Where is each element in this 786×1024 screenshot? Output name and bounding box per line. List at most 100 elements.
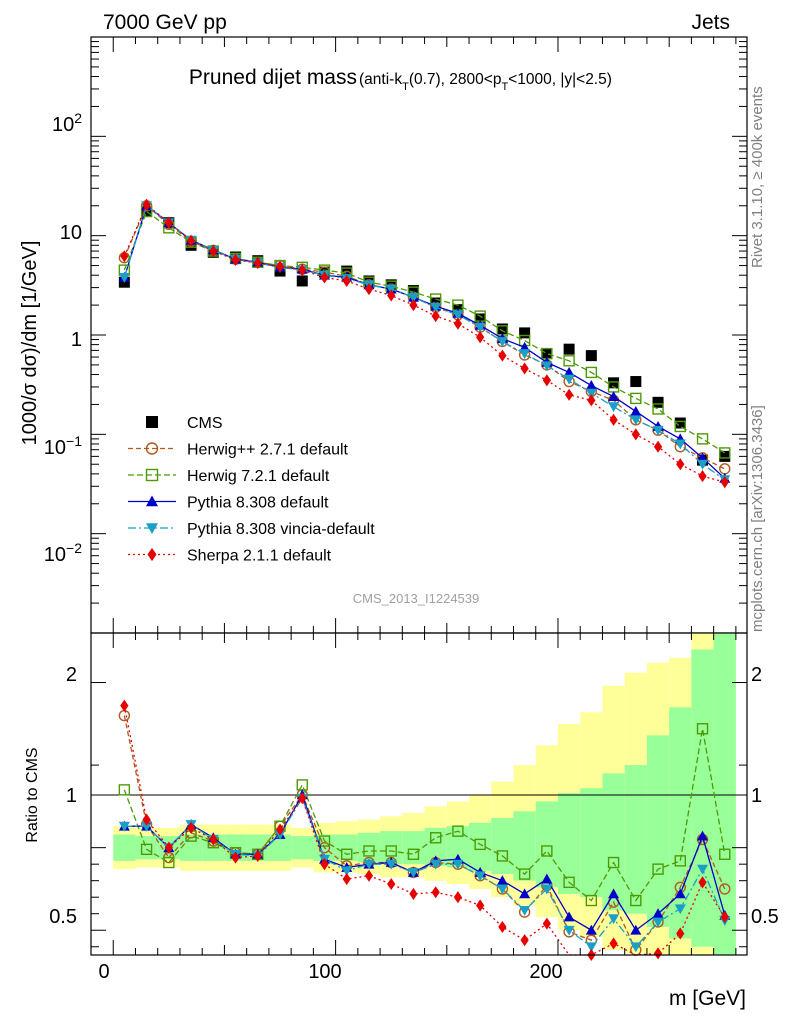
green-band xyxy=(135,836,158,860)
data-point xyxy=(541,361,553,372)
data-point xyxy=(519,888,531,899)
main-y-ticks xyxy=(91,37,747,634)
data-point xyxy=(141,206,153,218)
data-point xyxy=(698,470,707,483)
data-point xyxy=(609,937,618,950)
series-herwig-7-2-1-default xyxy=(118,723,731,907)
legend-label: Sherpa 2.1.1 default xyxy=(187,548,332,565)
data-point xyxy=(609,413,618,426)
legend-label: Pythia 8.308 vincia-default xyxy=(187,521,375,538)
data-point xyxy=(719,848,731,860)
data-point xyxy=(496,323,508,335)
data-point xyxy=(674,904,686,915)
series-line xyxy=(124,793,726,932)
data-point xyxy=(498,920,507,933)
y-tick-label: 0.5 xyxy=(49,906,77,928)
green-band xyxy=(646,735,670,927)
x-tick-label: 0 xyxy=(98,961,109,983)
green-band xyxy=(268,834,292,861)
data-point xyxy=(209,833,218,846)
data-point xyxy=(363,845,375,857)
data-point xyxy=(318,835,331,847)
x-axis-label: m [GeV] xyxy=(669,987,746,1010)
data-point xyxy=(519,906,531,916)
legend-label: Herwig++ 2.7.1 default xyxy=(187,442,349,459)
legend-label: CMS xyxy=(187,415,223,432)
y-tick-label-right: 1 xyxy=(751,785,762,807)
data-point xyxy=(585,894,598,907)
data-point xyxy=(608,377,620,389)
green-band xyxy=(580,788,603,898)
data-point xyxy=(563,925,575,936)
main-panel: Pruned dijet mass (anti-kT(0.7), 2800<pT… xyxy=(19,36,748,634)
data-point xyxy=(585,380,597,390)
data-point xyxy=(430,859,442,870)
data-point xyxy=(496,875,508,886)
y-tick-label: 1 xyxy=(66,785,77,807)
data-point xyxy=(140,843,153,856)
data-point xyxy=(275,260,285,273)
data-point xyxy=(652,917,664,928)
data-point xyxy=(541,884,553,895)
data-point xyxy=(697,459,709,470)
data-point xyxy=(630,894,642,907)
data-point xyxy=(118,273,130,283)
green-band xyxy=(535,801,558,888)
data-point xyxy=(630,405,642,416)
data-point xyxy=(674,420,686,433)
data-point xyxy=(298,264,307,277)
series-sherpa-2-1-1-default xyxy=(120,699,729,962)
data-point xyxy=(563,876,575,889)
data-point xyxy=(630,924,642,935)
data-point xyxy=(496,850,509,862)
data-point xyxy=(120,699,129,712)
data-point xyxy=(608,391,620,401)
legend-item: CMS xyxy=(146,415,223,432)
data-point xyxy=(563,911,575,922)
legend-label: Herwig 7.2.1 default xyxy=(187,468,330,485)
data-point xyxy=(342,274,351,288)
y-tick-label: 1 xyxy=(71,329,82,351)
data-point xyxy=(541,845,553,857)
data-point xyxy=(407,868,419,878)
data-point xyxy=(563,374,575,385)
data-point xyxy=(364,869,374,882)
green-band xyxy=(291,836,314,860)
data-point xyxy=(520,934,529,947)
data-point xyxy=(720,476,729,489)
data-point xyxy=(696,433,709,445)
x-tick-labels: 0 100 200 xyxy=(98,961,562,983)
y-tick-label: 10−2 xyxy=(44,540,82,566)
data-point xyxy=(542,917,551,930)
legend: CMS Herwig++ 2.7.1 default Herwig 7.2.1 de… xyxy=(128,415,375,565)
data-point xyxy=(296,275,308,287)
data-point xyxy=(608,888,620,899)
data-point xyxy=(452,825,464,837)
data-point xyxy=(607,856,620,869)
main-y-tick-labels: 10−2 10−1 1 10 102 xyxy=(44,110,82,566)
data-point xyxy=(385,859,397,870)
data-point xyxy=(652,396,664,408)
data-point xyxy=(429,832,442,844)
green-band xyxy=(557,793,581,894)
data-point xyxy=(542,374,551,387)
series-line xyxy=(123,204,726,481)
data-point xyxy=(231,253,240,266)
data-point xyxy=(519,349,531,360)
data-point xyxy=(719,883,731,895)
series-line xyxy=(123,728,726,902)
data-point xyxy=(720,910,729,924)
green-band xyxy=(113,834,136,861)
data-point xyxy=(697,864,709,875)
data-point xyxy=(298,792,307,805)
data-point xyxy=(364,283,374,296)
data-point xyxy=(163,856,175,869)
data-point xyxy=(118,709,131,722)
green-band xyxy=(624,765,647,914)
data-point xyxy=(676,927,685,940)
data-point xyxy=(674,855,686,867)
data-point xyxy=(585,942,597,953)
data-point xyxy=(385,845,397,857)
data-point xyxy=(387,877,396,891)
